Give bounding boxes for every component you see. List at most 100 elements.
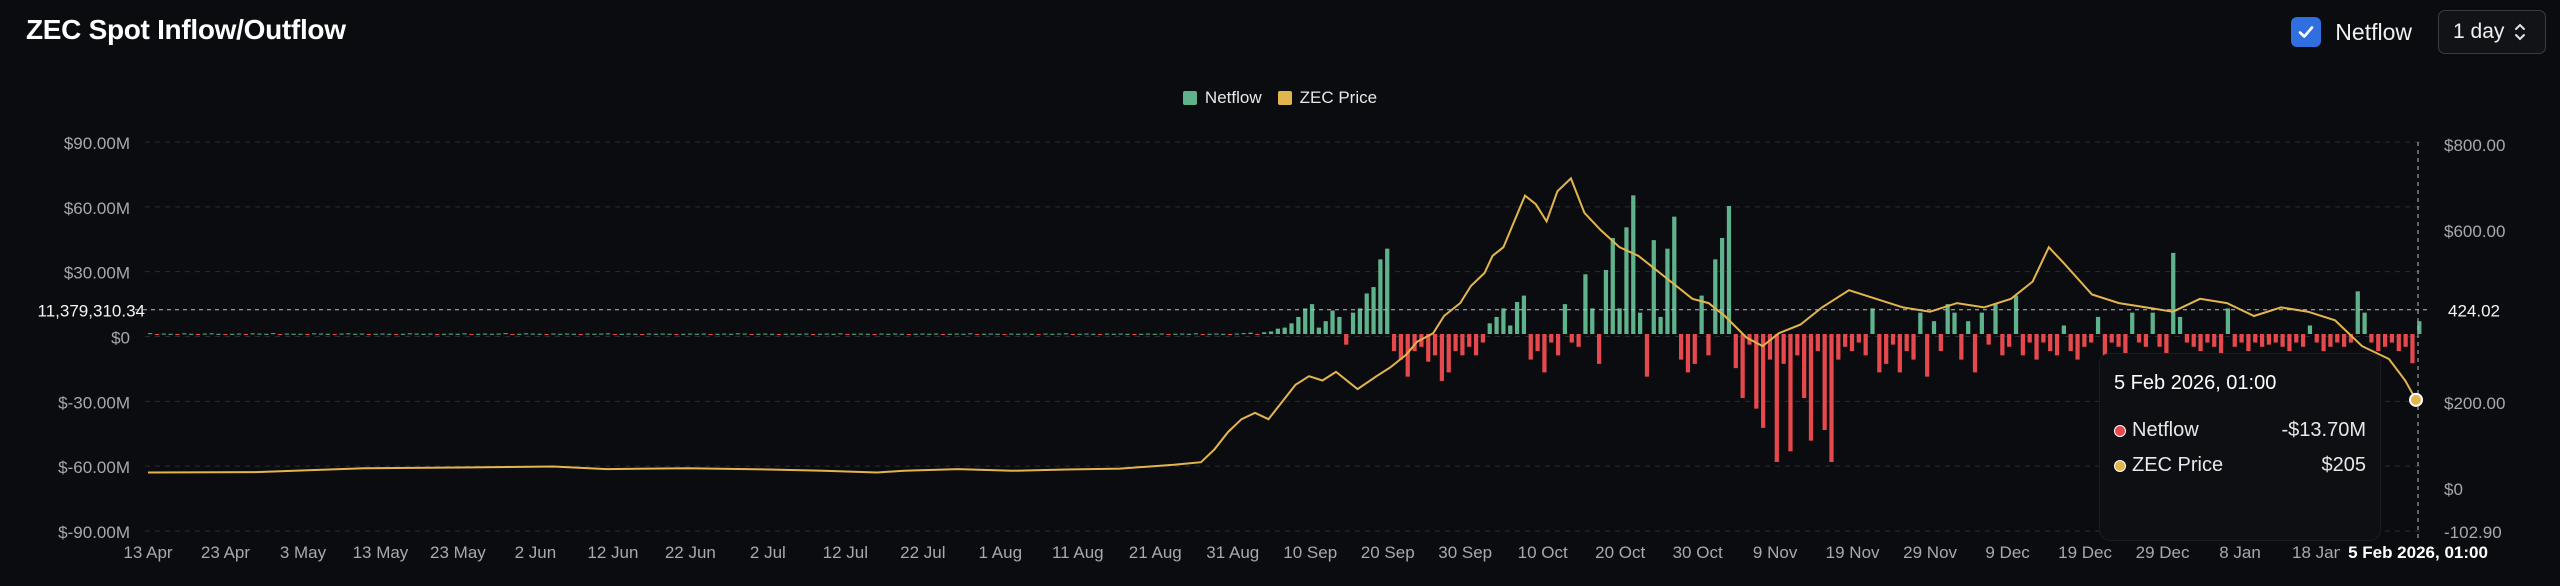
netflow-bar-negative [872,334,877,335]
netflow-bar-positive [428,333,433,335]
netflow-bar-positive [571,333,576,335]
netflow-bar-positive [2095,316,2101,334]
netflow-bar-negative [1473,334,1479,356]
netflow-bar-negative [776,334,782,335]
netflow-bar-positive [264,333,269,335]
netflow-bar-negative [2259,334,2265,347]
netflow-bar-positive [1125,333,1130,335]
interval-select[interactable]: 1 day [2438,10,2546,54]
left-axis-tick-label: $-60.00M [58,458,130,477]
netflow-bar-negative [2287,334,2292,352]
netflow-toggle-label[interactable]: Netflow [2335,18,2412,45]
chart-area[interactable]: Netflow ZEC Price $90.00M $60.00M $30.00M $… [0,64,2560,586]
netflow-bar-negative [1432,334,1438,356]
netflow-bar-negative [810,334,816,335]
netflow-bar-positive [824,333,829,335]
netflow-bar-positive [346,333,351,335]
netflow-bar-positive [373,333,378,335]
right-axis-tick-label: $0 [2444,480,2463,499]
netflow-bar-negative [2341,334,2347,347]
netflow-bar-positive [1077,333,1082,335]
netflow-bar-positive [735,333,741,335]
netflow-bar-positive [168,333,173,335]
netflow-bar-positive [551,333,556,335]
netflow-bar-negative [1706,334,1711,356]
netflow-bar-negative [1781,334,1786,364]
netflow-bar-positive [353,333,358,335]
netflow-bar-positive [1159,333,1164,335]
right-axis-bottom-label: -102.90 [2444,523,2502,542]
netflow-bar-positive [2307,325,2313,334]
netflow-bar-positive [2177,316,2183,334]
netflow-bar-positive [1063,333,1069,335]
netflow-bar-positive [1016,333,1021,335]
x-axis-tick-label: 19 Dec [2058,543,2112,562]
netflow-bar-negative [2314,334,2319,343]
netflow-bar-negative [1200,334,1205,335]
netflow-bar-positive [284,333,289,335]
netflow-checkbox[interactable] [2291,17,2322,47]
netflow-bar-positive [701,333,706,335]
netflow-bar-positive [1029,333,1034,335]
right-axis-tick-label: $200.00 [2444,394,2505,413]
netflow-bar-positive [1350,312,1356,334]
netflow-bar-positive [1945,304,1950,334]
netflow-bar-positive [1296,316,1301,334]
left-axis-tick-label: $60.00M [64,199,130,218]
netflow-bar-positive [646,333,652,335]
netflow-bar-positive [899,333,905,335]
netflow-bar-positive [537,333,542,335]
legend-label-zec-price: ZEC Price [1299,88,1378,107]
netflow-bar-negative [2184,334,2190,343]
netflow-bar-negative [2403,334,2408,347]
netflow-bar-negative [2280,334,2285,347]
netflow-bar-negative [2389,334,2395,343]
netflow-bar-positive [2013,295,2019,334]
x-axis-tick-label: 30 Sep [1438,543,1492,562]
netflow-bar-negative [195,334,201,335]
netflow-bar-positive [189,333,194,335]
netflow-bar-positive [455,333,460,335]
legend-item-netflow[interactable]: Netflow [1182,88,1262,108]
netflow-bar-negative [2253,334,2258,343]
netflow-bar-positive [1022,333,1028,335]
netflow-bar-negative [2246,334,2251,352]
netflow-bar-positive [400,333,406,335]
netflow-bar-positive [312,333,317,335]
netflow-bar-negative [2075,334,2080,360]
netflow-bar-negative [2239,334,2244,343]
crosshair-left-label: 11,379,310.34 [38,302,145,321]
netflow-bar-positive [742,333,747,335]
netflow-bar-negative [223,334,228,335]
netflow-bar-positive [1234,333,1239,335]
netflow-bar-positive [2362,312,2367,334]
legend-item-zec-price[interactable]: ZEC Price [1277,88,1378,108]
netflow-bar-negative [1398,334,1404,360]
netflow-bar-positive [1617,308,1622,334]
netflow-bar-positive [1993,304,1998,334]
netflow-bar-positive [728,333,734,335]
netflow-bar-negative [1754,334,1759,409]
netflow-bar-negative [1767,334,1773,360]
netflow-bar-negative [1815,334,1820,352]
netflow-bar-positive [476,333,481,335]
netflow-bar-negative [612,334,618,335]
x-axis-tick-label: 23 Apr [201,543,250,562]
netflow-chart[interactable]: $90.00M $60.00M $30.00M $0 $-30.00M $-60.00M $… [0,64,2560,586]
netflow-bar-negative [154,334,160,335]
netflow-bar-positive [523,333,529,335]
netflow-bar-negative [640,334,645,335]
netflow-bar-negative [1132,334,1137,335]
netflow-bar-positive [790,333,795,335]
netflow-bar-negative [2198,334,2203,352]
netflow-bar-negative [2191,334,2196,347]
netflow-bar-positive [1610,238,1615,334]
netflow-bar-negative [1911,334,1916,360]
netflow-bar-negative [2328,334,2333,347]
left-axis-tick-label: $-30.00M [58,393,130,412]
x-axis-tick-label: 22 Jun [665,543,716,562]
netflow-bar-positive [831,333,836,335]
netflow-bar-positive [694,333,700,335]
netflow-bar-negative [2027,334,2032,343]
netflow-bar-positive [681,333,686,335]
